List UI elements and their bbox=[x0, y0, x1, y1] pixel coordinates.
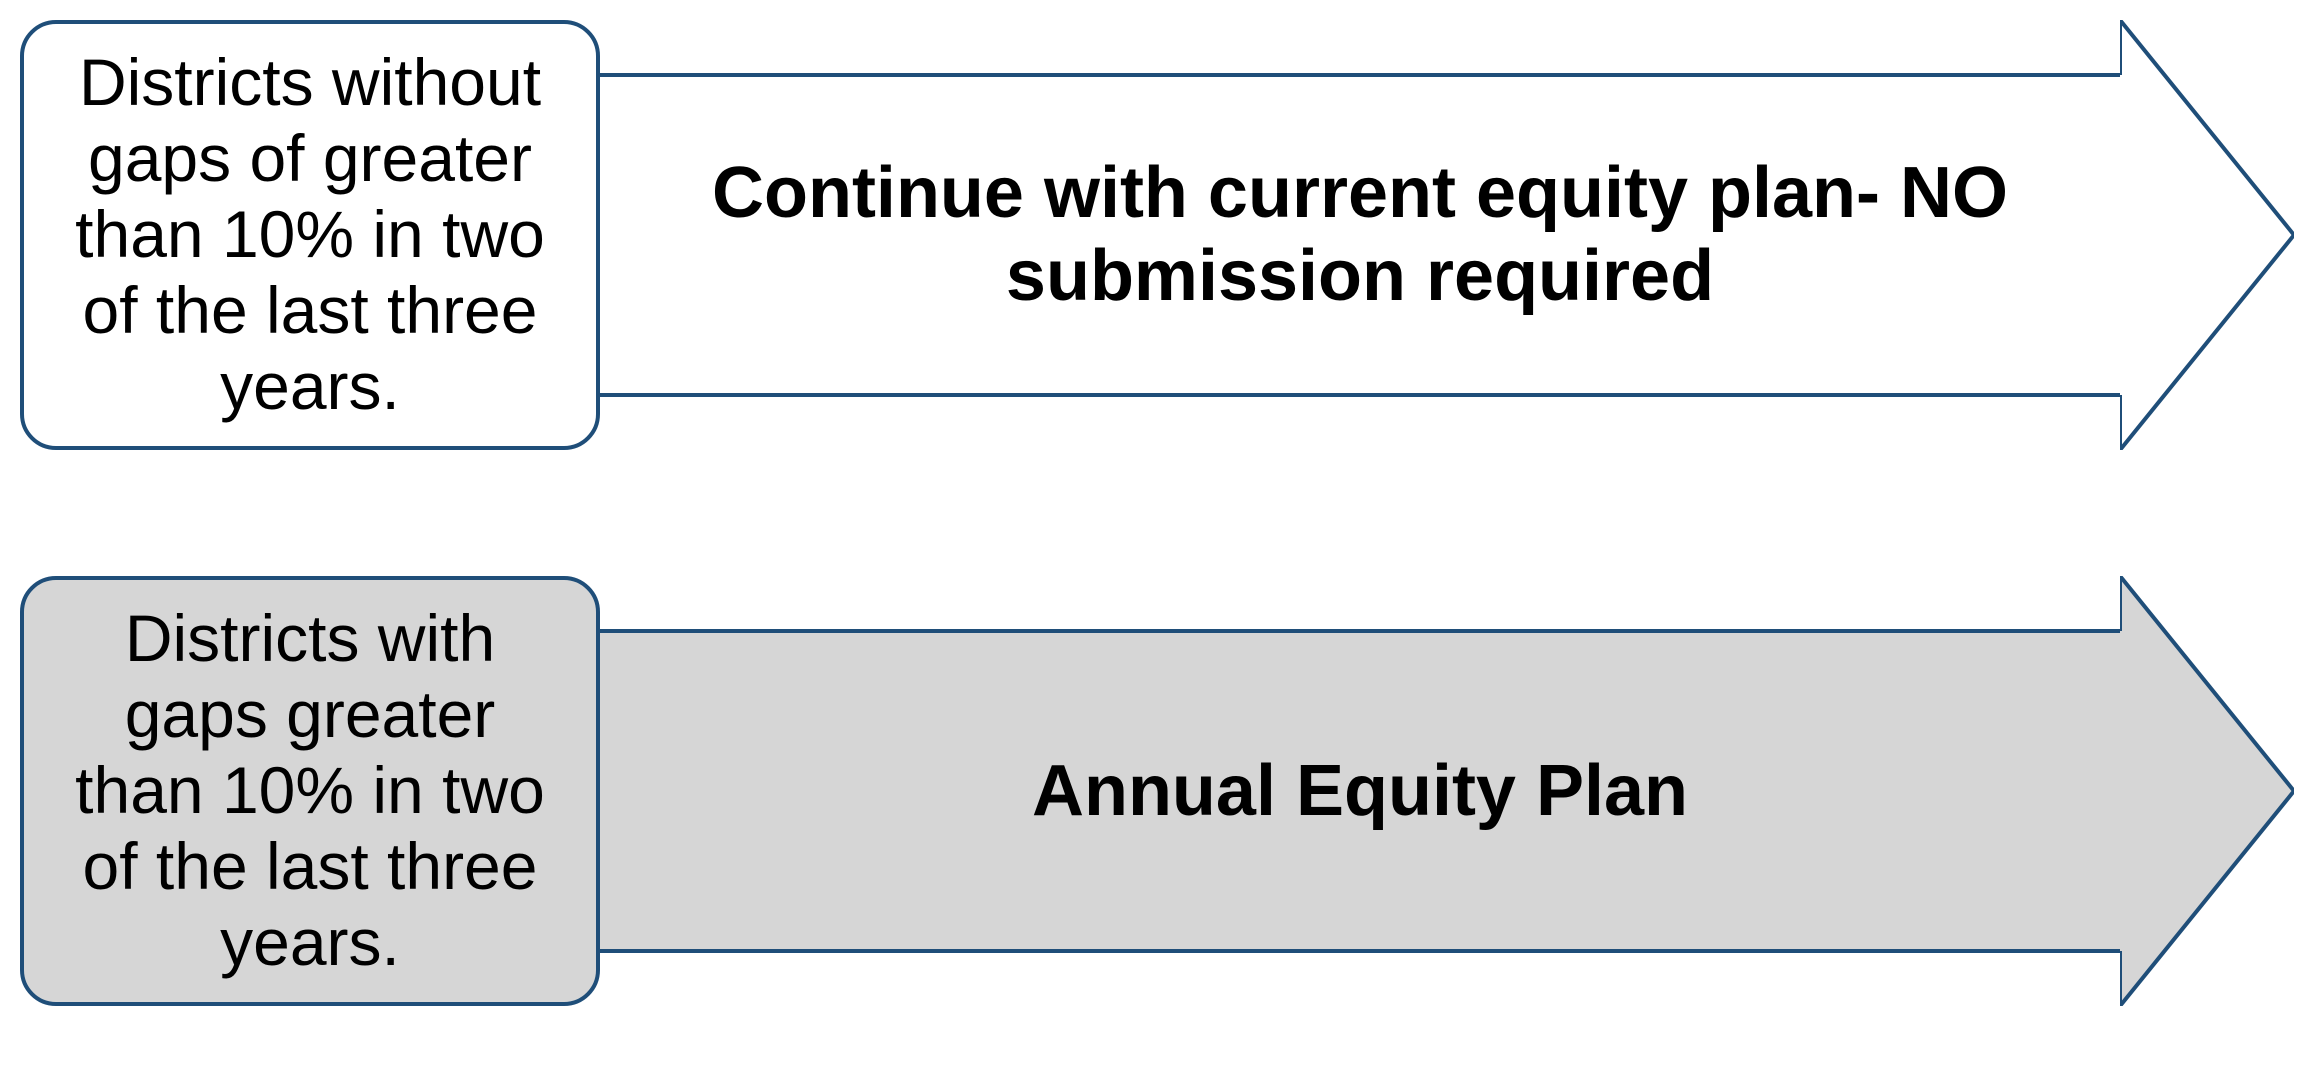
flow-row-with-gaps: Annual Equity Plan Districts with gaps g… bbox=[20, 576, 2294, 1006]
label-box-no-gaps: Districts without gaps of greater than 1… bbox=[20, 20, 600, 450]
flow-row-no-gaps: Continue with current equity plan- NO su… bbox=[20, 20, 2294, 450]
label-text-with-gaps: Districts with gaps greater than 10% in … bbox=[54, 601, 566, 980]
arrow-text-with-gaps: Annual Equity Plan bbox=[1032, 750, 1688, 833]
arrow-text-no-gaps: Continue with current equity plan- NO su… bbox=[620, 152, 2100, 318]
arrow-shaft-with-gaps: Annual Equity Plan bbox=[560, 629, 2120, 953]
arrow-head-with-gaps bbox=[2120, 576, 2294, 1006]
label-text-no-gaps: Districts without gaps of greater than 1… bbox=[54, 45, 566, 424]
arrow-head-shape bbox=[2120, 576, 2294, 1006]
arrow-head-no-gaps bbox=[2120, 20, 2294, 450]
label-box-with-gaps: Districts with gaps greater than 10% in … bbox=[20, 576, 600, 1006]
arrow-shaft-no-gaps: Continue with current equity plan- NO su… bbox=[560, 73, 2120, 397]
arrow-head-shape bbox=[2120, 20, 2294, 450]
